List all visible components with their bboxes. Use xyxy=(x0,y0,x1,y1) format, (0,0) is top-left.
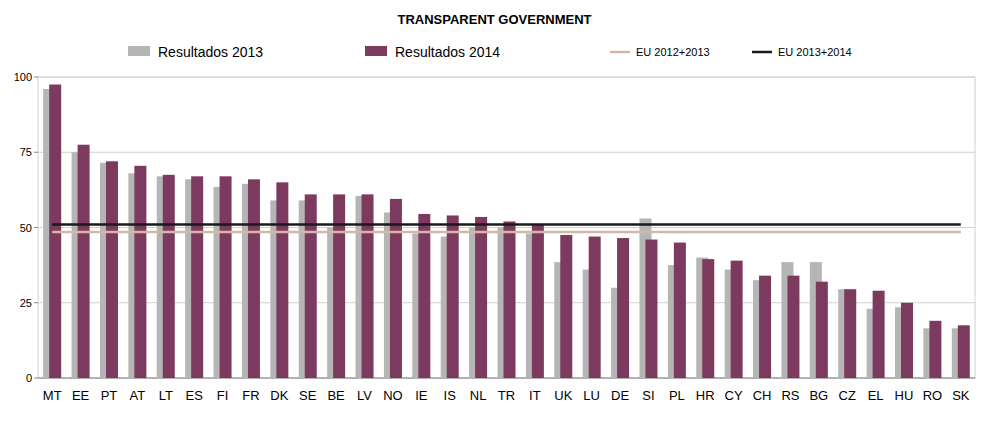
category-label: HR xyxy=(696,388,715,403)
category-label: UK xyxy=(554,388,572,403)
category-label: PT xyxy=(101,388,118,403)
bar xyxy=(645,240,657,378)
category-label: EE xyxy=(72,388,90,403)
category-label: CY xyxy=(725,388,743,403)
legend-label: EU 2012+2013 xyxy=(636,46,710,58)
legend: Resultados 2013 Resultados 2014 EU 2012+20… xyxy=(128,44,852,60)
category-label: CH xyxy=(753,388,772,403)
bar xyxy=(617,238,629,378)
bar xyxy=(475,217,487,378)
category-label: RO xyxy=(923,388,943,403)
bar xyxy=(447,215,459,378)
bar xyxy=(134,166,146,378)
reference-line xyxy=(52,231,961,234)
category-label: FI xyxy=(217,388,229,403)
legend-label: Resultados 2014 xyxy=(395,44,500,60)
grid-line xyxy=(38,77,975,78)
bar xyxy=(390,199,402,378)
category-label: NL xyxy=(470,388,487,403)
category-label: AT xyxy=(130,388,146,403)
bar xyxy=(674,243,686,378)
bar xyxy=(276,182,288,378)
bar xyxy=(418,214,430,378)
tick-label: 25 xyxy=(20,297,32,309)
bar xyxy=(844,289,856,378)
category-label: RS xyxy=(781,388,799,403)
bar xyxy=(929,321,941,378)
bar xyxy=(589,237,601,378)
category-label: LT xyxy=(159,388,173,403)
tick-mark xyxy=(34,77,38,78)
category-label: HU xyxy=(895,388,914,403)
bar xyxy=(362,194,374,378)
tick-mark xyxy=(34,152,38,153)
legend-swatch xyxy=(610,51,630,54)
legend-label: EU 2013+2014 xyxy=(778,46,852,58)
bar xyxy=(759,276,771,378)
bar xyxy=(560,235,572,378)
bar xyxy=(532,224,544,378)
category-label: BE xyxy=(327,388,345,403)
category-label: IT xyxy=(529,388,541,403)
category-label: SE xyxy=(299,388,317,403)
bar xyxy=(106,161,118,378)
category-label: LU xyxy=(583,388,600,403)
legend-swatch xyxy=(365,46,387,56)
category-label: TR xyxy=(498,388,515,403)
tick-label: 0 xyxy=(26,372,32,384)
bar xyxy=(873,291,885,378)
bar xyxy=(787,276,799,378)
bar xyxy=(78,145,90,378)
bar xyxy=(731,261,743,378)
category-label: PL xyxy=(669,388,685,403)
category-label: BG xyxy=(809,388,828,403)
category-label: EL xyxy=(868,388,884,403)
legend-label: Resultados 2013 xyxy=(158,44,263,60)
category-label: DK xyxy=(270,388,288,403)
category-label: NO xyxy=(383,388,403,403)
category-label: IS xyxy=(444,388,457,403)
bar xyxy=(702,259,714,378)
bar xyxy=(958,325,970,378)
plot-frame xyxy=(38,77,975,378)
bar xyxy=(163,175,175,378)
bar xyxy=(305,194,317,378)
grid-line xyxy=(38,152,975,153)
category-label: SI xyxy=(642,388,654,403)
category-label: CZ xyxy=(839,388,856,403)
reference-line xyxy=(52,223,961,226)
category-label: SK xyxy=(952,388,970,403)
chart: TRANSPARENT GOVERNMENT 0 25 50 75 100 MT EE PT AT… xyxy=(0,0,989,433)
tick-label: 100 xyxy=(14,71,32,83)
legend-swatch xyxy=(752,51,772,54)
tick-mark xyxy=(34,227,38,228)
bar xyxy=(248,179,260,378)
category-label: IE xyxy=(415,388,428,403)
category-label: DE xyxy=(611,388,629,403)
tick-label: 75 xyxy=(20,146,32,158)
bar xyxy=(191,176,203,378)
bar xyxy=(504,221,516,378)
tick-label: 50 xyxy=(20,222,32,234)
category-label: ES xyxy=(185,388,203,403)
tick-mark xyxy=(34,302,38,303)
bar xyxy=(220,176,232,378)
bar xyxy=(333,194,345,378)
category-label: FR xyxy=(242,388,259,403)
bar xyxy=(901,303,913,378)
category-label: LV xyxy=(357,388,372,403)
legend-swatch xyxy=(128,46,150,56)
title: TRANSPARENT GOVERNMENT xyxy=(397,12,591,27)
bar xyxy=(816,282,828,378)
category-label: MT xyxy=(43,388,62,403)
tick-mark xyxy=(34,378,38,379)
plot-area xyxy=(43,85,970,378)
